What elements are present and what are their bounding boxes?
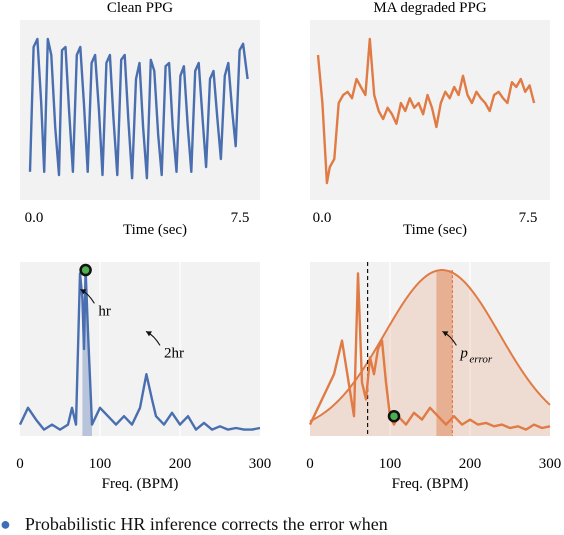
clean-ppg-plot [28, 37, 249, 180]
x-tick-label-100: 100 [379, 456, 402, 472]
annotation-1: 2hr [164, 345, 184, 361]
panel-degraded-ppg-background [310, 20, 550, 200]
estimate-marker [387, 409, 401, 423]
annotation-0: p [459, 345, 468, 361]
series-line-0 [28, 37, 249, 180]
x-tick-label-300: 300 [539, 456, 562, 472]
clean-ppg-tick-start: 0.0 [25, 210, 44, 226]
degraded-ppg-tick-end: 7.5 [519, 210, 538, 226]
figure-caption: ● Probabilistic HR inference corrects the… [0, 514, 388, 535]
caption-text: Probabilistic HR inference corrects the … [24, 514, 388, 534]
x-tick-label-100: 100 [89, 456, 112, 472]
degraded-ppg-tick-start: 0.0 [313, 210, 332, 226]
series-line-0 [316, 37, 536, 185]
degraded-ppg-plot [316, 37, 536, 185]
degraded-ppg-title: MA degraded PPG [373, 0, 486, 16]
clean-ppg-title: Clean PPG [107, 0, 173, 16]
x-tick-label-200: 200 [459, 456, 482, 472]
x-tick-label-0: 0 [306, 456, 314, 472]
degraded-spectrum-plot: 0 100 200 300 p error [306, 262, 561, 472]
caption-bullet-icon: ● [0, 514, 11, 534]
degraded-spectrum-xlabel: Freq. (BPM) [392, 476, 469, 492]
x-tick-label-200: 200 [169, 456, 192, 472]
error-distribution-area [310, 270, 550, 436]
annotation-arrowhead-1 [146, 331, 152, 337]
clean-ppg-tick-end: 7.5 [231, 210, 250, 226]
x-tick-label-300: 300 [249, 456, 272, 472]
series-line-0 [308, 272, 551, 431]
clean-spectrum-plot: 0 100 200 300 hr 2hr [16, 262, 271, 472]
x-tick-label-0: 0 [16, 456, 24, 472]
figure-canvas: Clean PPG MA degraded PPG Time (sec) Tim… [16, 0, 561, 492]
degraded-ppg-xlabel: Time (sec) [403, 222, 467, 238]
series-line-0 [18, 268, 261, 431]
annotation-arrowhead-0 [442, 331, 449, 337]
clean-ppg-xlabel: Time (sec) [123, 222, 187, 238]
clean-spectrum-xlabel: Freq. (BPM) [102, 476, 179, 492]
estimate-marker [79, 263, 92, 277]
annotation-arrowhead-0 [80, 289, 87, 295]
annotation-0: hr [98, 303, 111, 319]
annotation-subscript-0: error [469, 353, 493, 365]
error-band [436, 270, 453, 436]
